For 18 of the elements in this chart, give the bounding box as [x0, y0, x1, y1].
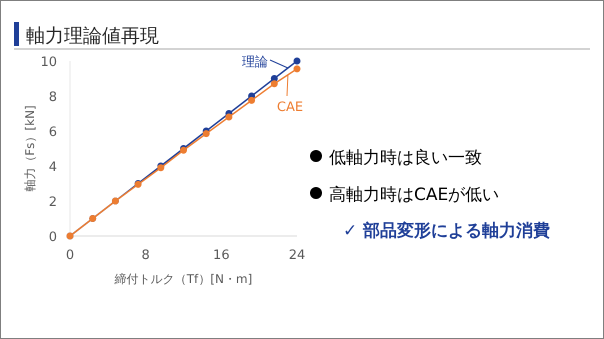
text: 高軸力時はCAEが低い [329, 185, 500, 205]
y-tick-label: 10 [40, 55, 57, 70]
y-tick-label: 4 [48, 160, 57, 175]
y-axis-title: 軸力（Fs）[kN] [23, 105, 37, 192]
series-label: CAE [276, 100, 304, 115]
x-axis-title: 締付トルク（Tf）[N・m] [114, 272, 252, 286]
y-tick-label: 8 [48, 90, 57, 105]
x-tick-label: 0 [66, 248, 74, 263]
y-tick-label: 2 [48, 195, 57, 210]
x-tick-label: 24 [288, 248, 306, 263]
text: ✓ 部品変形による軸力消費 [343, 221, 550, 241]
text: 低軸力時は良い一致 [329, 148, 482, 168]
y-tick-label: 6 [48, 125, 57, 140]
legend-label: 理論 [242, 55, 268, 70]
y-tick-label: 0 [48, 230, 57, 245]
x-tick-label: 16 [213, 248, 230, 263]
chart-title: 軸力理論値再現 [26, 25, 159, 47]
x-tick-label: 8 [142, 248, 150, 263]
